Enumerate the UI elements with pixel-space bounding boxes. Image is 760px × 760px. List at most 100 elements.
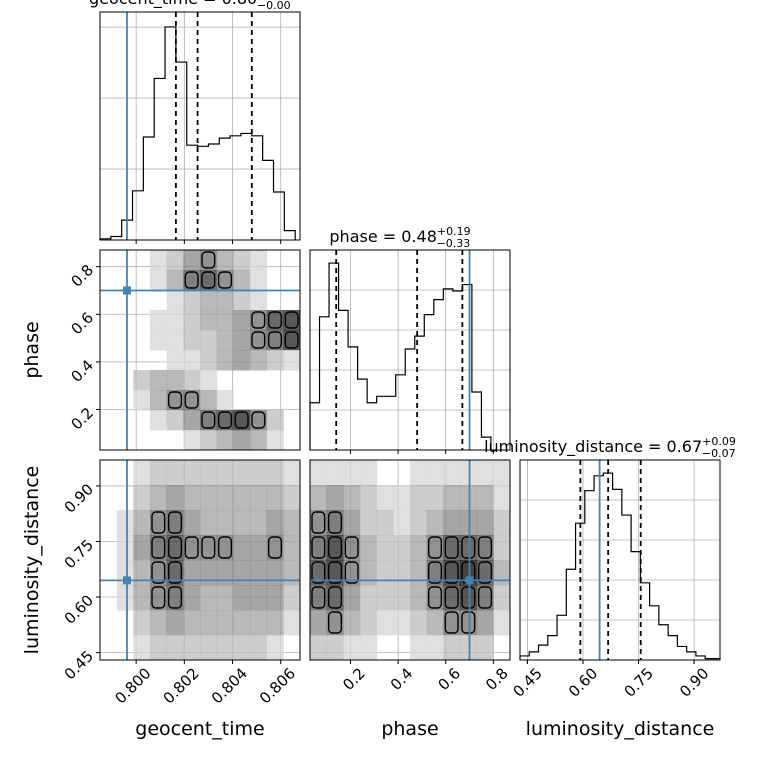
density-cell bbox=[216, 560, 234, 586]
density-cell bbox=[216, 390, 234, 411]
histogram-step bbox=[309, 262, 492, 450]
contour-level bbox=[427, 536, 443, 559]
density-cell bbox=[393, 560, 411, 586]
x-tick-label-luminosity_distance: 0.90 bbox=[676, 664, 712, 700]
contour-level bbox=[151, 586, 166, 609]
density-cell bbox=[166, 350, 184, 371]
contour-level bbox=[284, 331, 299, 349]
density-cell bbox=[343, 535, 361, 561]
density-cell bbox=[133, 635, 151, 661]
density-cell bbox=[343, 610, 361, 636]
density-cell bbox=[216, 410, 234, 431]
density-cell bbox=[183, 310, 201, 331]
density-cell bbox=[476, 635, 494, 661]
density-cell bbox=[200, 635, 218, 661]
density-cell bbox=[443, 610, 461, 636]
density-cell bbox=[183, 390, 201, 411]
title-main: luminosity_distance = 0.67 bbox=[484, 437, 702, 457]
density-cell bbox=[133, 370, 151, 391]
density-cell bbox=[233, 410, 251, 431]
density-cell bbox=[233, 635, 251, 661]
contour-level bbox=[311, 511, 326, 534]
x-tick-label-phase: 0.4 bbox=[387, 664, 417, 694]
density-cell bbox=[460, 535, 478, 561]
density-cell bbox=[266, 535, 284, 561]
x-tick-label-geocent_time: 0.804 bbox=[208, 664, 251, 707]
density-cell bbox=[460, 510, 478, 536]
density-cell bbox=[250, 460, 268, 486]
density-cell bbox=[166, 390, 184, 411]
density-cell bbox=[200, 290, 218, 311]
y-tick-label-phase: 0.6 bbox=[67, 309, 97, 339]
density-cell bbox=[166, 560, 184, 586]
x-tick-label-geocent_time: 0.806 bbox=[256, 664, 299, 707]
density-cell bbox=[266, 610, 284, 636]
contour-level bbox=[311, 586, 326, 609]
density-cell bbox=[426, 610, 444, 636]
density-cell bbox=[410, 635, 428, 661]
density-cell bbox=[116, 510, 134, 536]
density-cell bbox=[183, 410, 201, 431]
density-cell bbox=[343, 585, 361, 611]
density-cell bbox=[326, 585, 344, 611]
contour-level bbox=[167, 511, 183, 534]
x-tick-label-geocent_time: 0.802 bbox=[160, 664, 203, 707]
contour-level bbox=[267, 536, 283, 559]
density-cell bbox=[266, 635, 284, 661]
y-tick-label-luminosity_distance: 0.60 bbox=[61, 591, 97, 627]
density-cell bbox=[250, 510, 268, 536]
density-cell bbox=[150, 535, 168, 561]
density-cell bbox=[166, 510, 184, 536]
contour-level bbox=[444, 536, 459, 559]
hist-panel-luminosity_distance: luminosity_distance = 0.67+0.09 −0.07 bbox=[484, 435, 736, 664]
density-cell bbox=[426, 485, 444, 511]
2d-panel-phase-luminosity_distance bbox=[309, 459, 511, 661]
density-cell bbox=[150, 485, 168, 511]
contour-level bbox=[217, 536, 233, 559]
density-cell bbox=[283, 330, 301, 351]
density-cell bbox=[166, 585, 184, 611]
density-cell bbox=[150, 270, 168, 291]
density-cell bbox=[250, 330, 268, 351]
density-cell bbox=[443, 485, 461, 511]
density-cell bbox=[476, 585, 494, 611]
contour-level bbox=[267, 311, 283, 329]
density-cell bbox=[166, 485, 184, 511]
density-cell bbox=[183, 350, 201, 371]
density-cell bbox=[343, 460, 361, 486]
density-cell bbox=[360, 535, 378, 561]
density-cell bbox=[250, 350, 268, 371]
panel-title-luminosity_distance: luminosity_distance = 0.67+0.09 −0.07 bbox=[484, 435, 736, 460]
density-cell bbox=[133, 460, 151, 486]
contour-level bbox=[167, 561, 183, 584]
density-cell bbox=[200, 270, 218, 291]
contour-level bbox=[217, 411, 233, 429]
density-cell bbox=[183, 535, 201, 561]
density-cell bbox=[166, 460, 184, 486]
y-tick-label-luminosity_distance: 0.75 bbox=[61, 536, 97, 572]
density-cell bbox=[360, 610, 378, 636]
density-cell bbox=[183, 370, 201, 391]
density-cell bbox=[376, 485, 394, 511]
density-cell bbox=[476, 535, 494, 561]
density-cell bbox=[133, 390, 151, 411]
density-cell bbox=[376, 535, 394, 561]
density-cell bbox=[200, 510, 218, 536]
density-cell bbox=[133, 510, 151, 536]
density-cell bbox=[216, 350, 234, 371]
density-cell bbox=[326, 460, 344, 486]
density-cell bbox=[343, 485, 361, 511]
density-cell bbox=[476, 560, 494, 586]
density-cell bbox=[360, 485, 378, 511]
x-tick-label-phase: 0.2 bbox=[339, 664, 369, 694]
density-cell bbox=[283, 535, 301, 561]
contour-level bbox=[167, 586, 183, 609]
contour-level bbox=[327, 611, 343, 634]
contour-level bbox=[217, 271, 233, 289]
x-axis-label-geocent_time: geocent_time bbox=[135, 718, 264, 740]
density-cell bbox=[393, 535, 411, 561]
density-cell bbox=[116, 585, 134, 611]
title-sub: −0.07 bbox=[702, 447, 736, 460]
density-cell bbox=[166, 250, 184, 271]
y-axis-label-luminosity_distance: luminosity_distance bbox=[21, 466, 43, 655]
